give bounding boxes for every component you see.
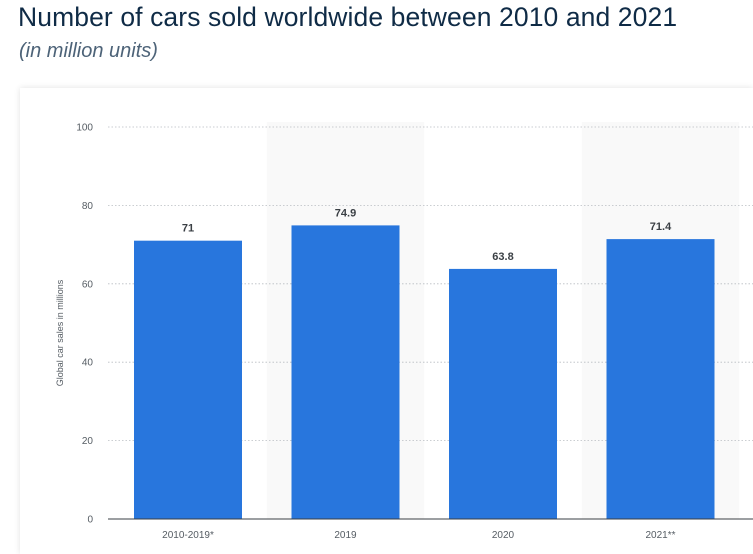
bar <box>291 225 400 519</box>
chart-container: 0 20 40 60 80 100 71 2010-2019* 74.9 2019 63.8 2020… <box>20 88 753 554</box>
x-tick-label: 2010-2019* <box>162 530 214 541</box>
bar <box>134 240 242 519</box>
chart-title: Number of cars sold worldwide between 20… <box>18 2 678 32</box>
y-tick-label: 20 <box>82 436 94 447</box>
x-tick-label: 2021** <box>645 530 675 541</box>
bar-value-label: 74.9 <box>335 207 356 219</box>
y-tick-label: 100 <box>76 123 93 134</box>
y-tick-label: 0 <box>87 515 93 526</box>
x-tick-label: 2019 <box>334 530 357 541</box>
bar-value-label: 71.4 <box>650 221 672 233</box>
bar-chart: 0 20 40 60 80 100 71 2010-2019* 74.9 2019 63.8 2020… <box>55 122 753 541</box>
bar-value-label: 63.8 <box>492 251 513 263</box>
y-tick-label: 80 <box>82 201 94 212</box>
y-axis-title: Global car sales in millions <box>55 279 65 386</box>
y-tick-label: 60 <box>82 279 94 290</box>
bar <box>449 268 557 519</box>
bar <box>606 239 715 519</box>
x-tick-label: 2020 <box>492 530 515 541</box>
bar-value-label: 71 <box>182 223 194 235</box>
chart-subtitle: (in million units) <box>19 40 158 62</box>
y-tick-label: 40 <box>82 358 94 369</box>
